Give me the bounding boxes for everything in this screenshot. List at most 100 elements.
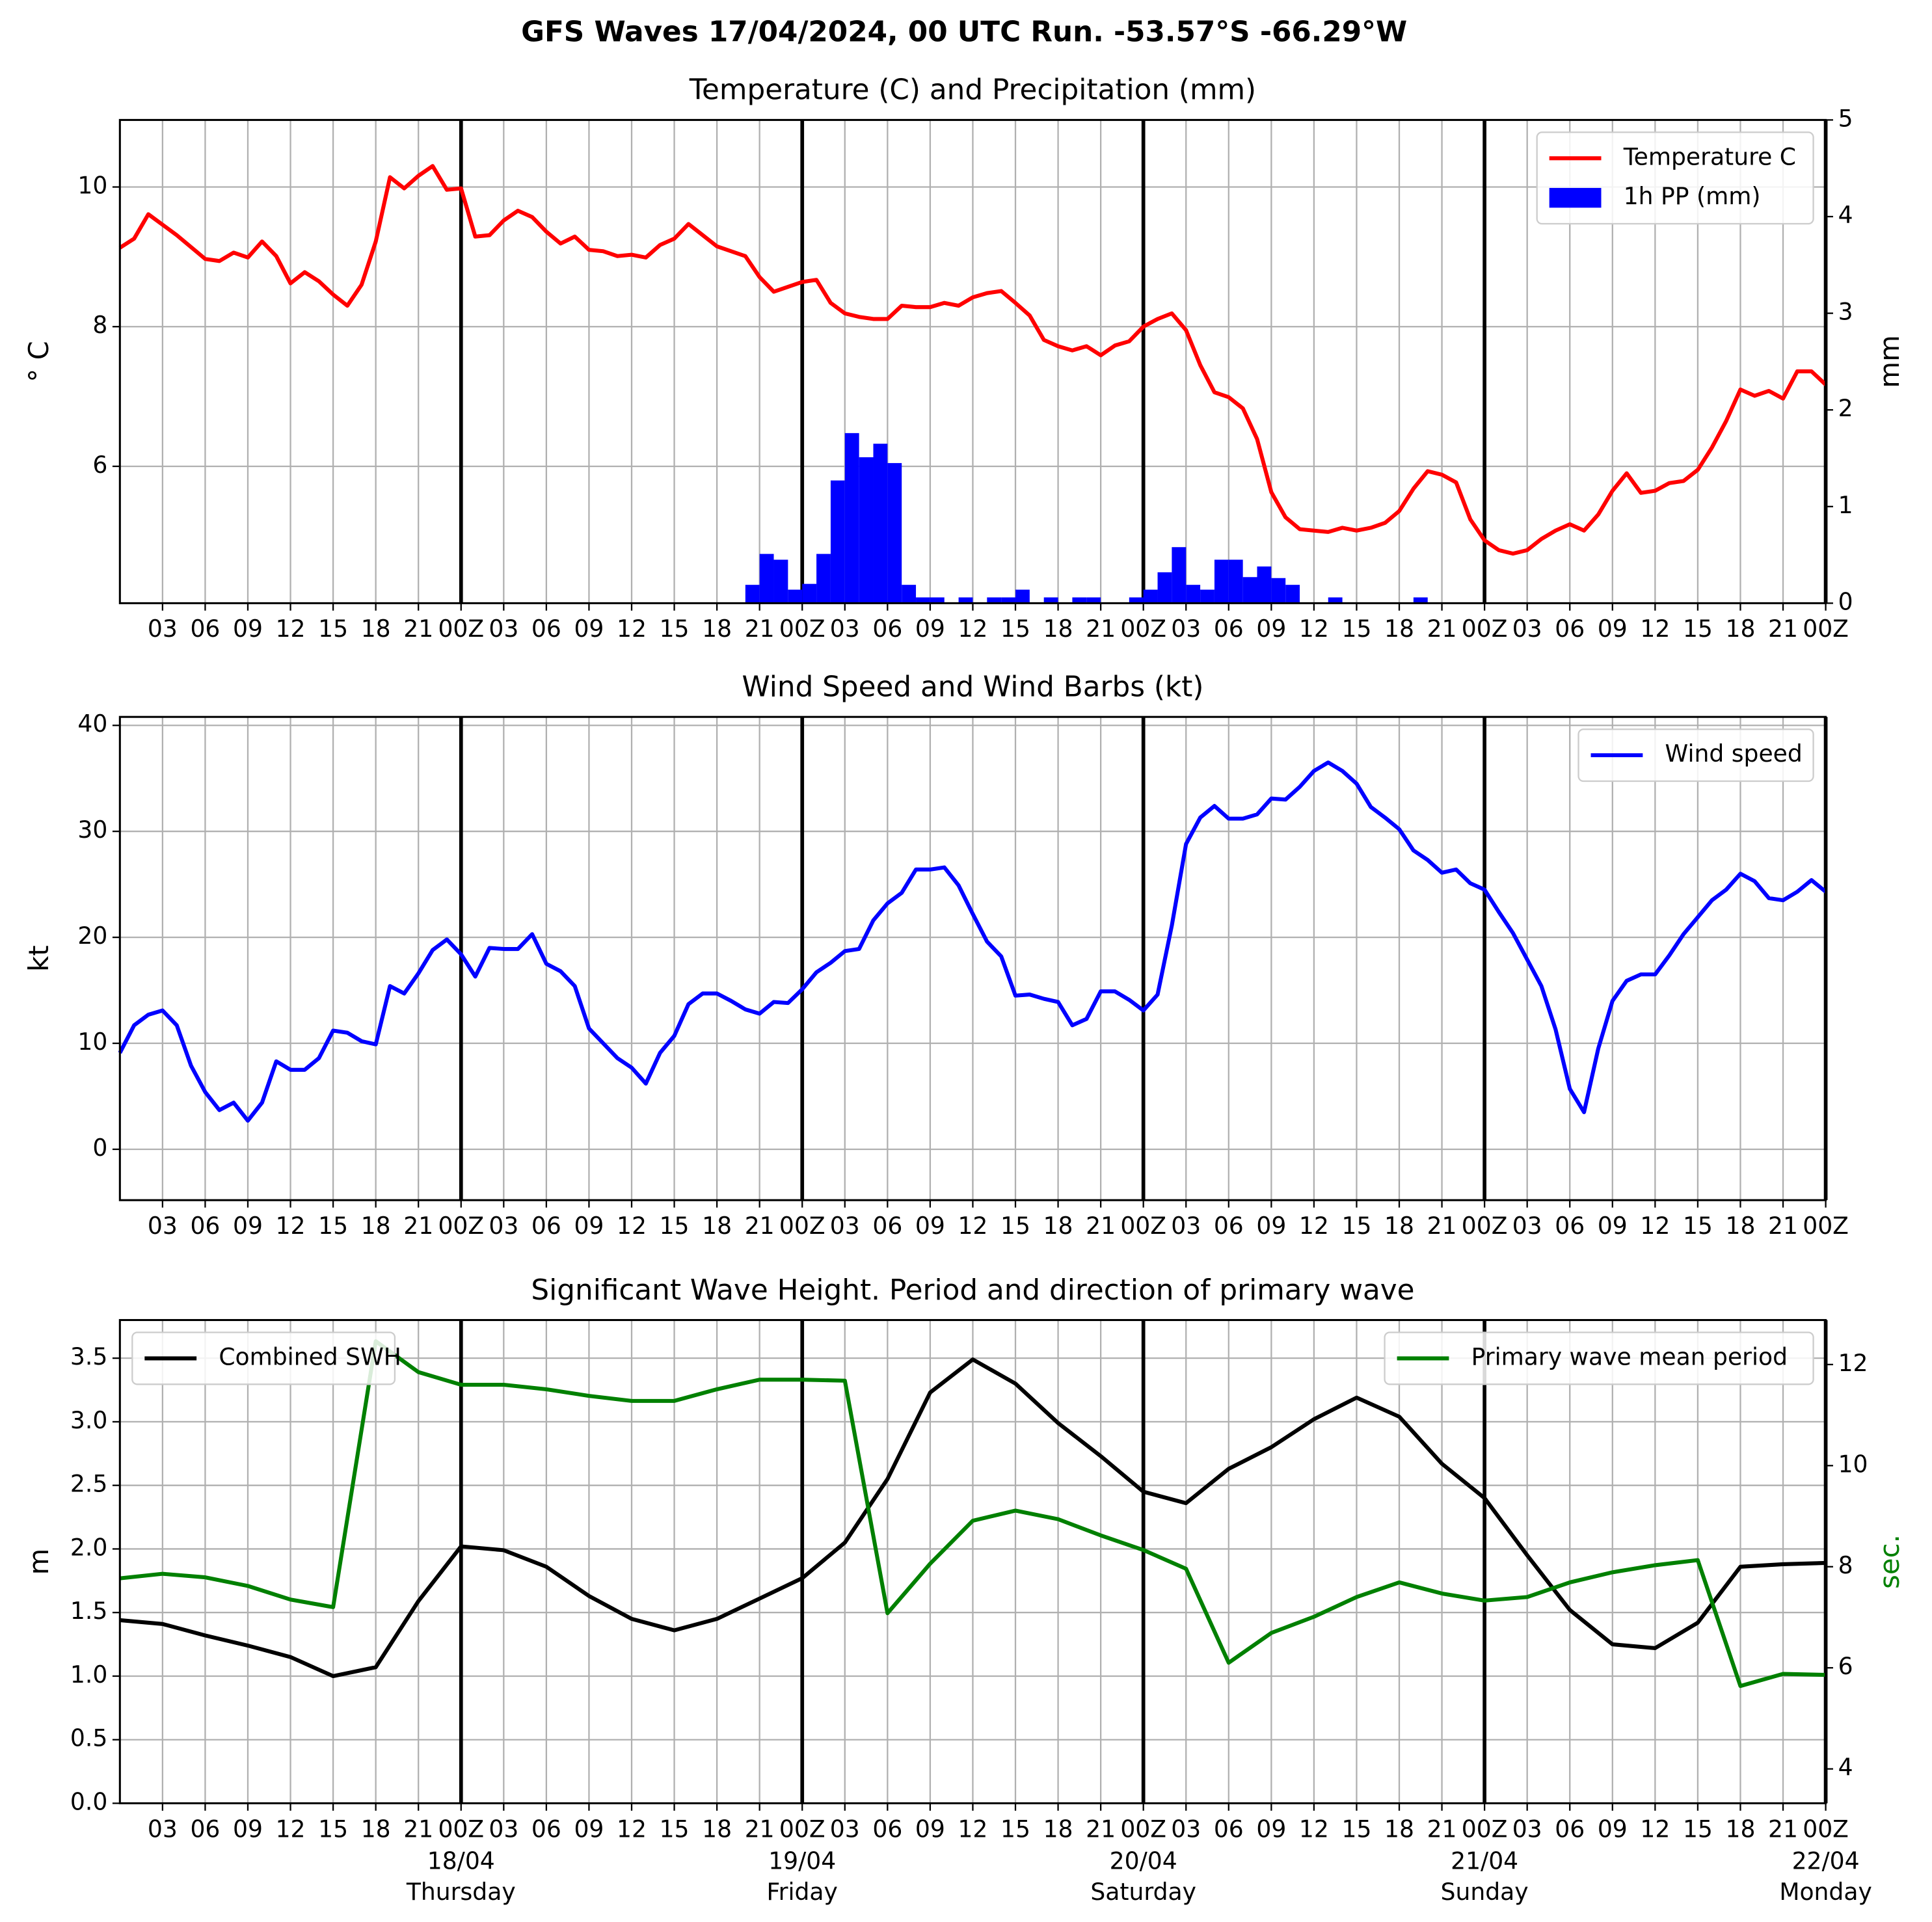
x-tick-label: 15 <box>1000 1815 1030 1843</box>
bar <box>816 554 831 604</box>
y-tick-label: 1.5 <box>70 1597 107 1625</box>
y2-tick-label: 0 <box>1838 587 1853 615</box>
y-tick-label: 6 <box>92 451 107 479</box>
x-tick-label: 15 <box>1341 615 1371 643</box>
bar <box>1228 559 1243 604</box>
x-tick-label: 03 <box>489 1815 518 1843</box>
y2-axis-label: sec. <box>1873 1534 1905 1589</box>
x-tick-label: 18 <box>1043 1815 1073 1843</box>
x-tick-label: 18 <box>1384 1212 1414 1240</box>
x-tick-label: 21 <box>1768 1212 1798 1240</box>
y-tick-label: 40 <box>77 710 107 738</box>
bar <box>930 597 945 604</box>
y2-tick-label: 1 <box>1838 491 1853 519</box>
x-tick-label: 00Z <box>438 615 484 643</box>
legend-label: Temperature C <box>1623 142 1796 170</box>
x-tick-label: 21 <box>1768 615 1798 643</box>
bar <box>958 597 973 604</box>
x-tick-label: 12 <box>958 1815 987 1843</box>
x-tick-label: 18 <box>1384 615 1414 643</box>
x-tick-label: 06 <box>1555 615 1585 643</box>
x-tick-label: 09 <box>915 1815 945 1843</box>
x-tick-label: 09 <box>1598 1815 1628 1843</box>
x-tick-label: 21 <box>1086 1815 1116 1843</box>
x-tick-label: 21 <box>1427 1815 1457 1843</box>
bar <box>1086 597 1101 604</box>
bar <box>844 433 859 604</box>
x-tick-label: 03 <box>1512 615 1542 643</box>
x-tick-label: 03 <box>489 615 518 643</box>
y2-tick-label: 3 <box>1838 298 1853 326</box>
y2-tick-label: 8 <box>1838 1551 1853 1579</box>
x-tick-label: 12 <box>276 1815 306 1843</box>
x-tick-label: 12 <box>1299 615 1329 643</box>
bar <box>745 585 760 604</box>
bar <box>1214 559 1229 604</box>
legend-label: Combined SWH <box>219 1342 401 1370</box>
x-tick-label: 09 <box>915 615 945 643</box>
y-tick-label: 20 <box>77 922 107 950</box>
bar <box>788 589 803 604</box>
panel-title: Wind Speed and Wind Barbs (kt) <box>742 671 1204 704</box>
bar <box>887 462 902 604</box>
x-tick-label: 00Z <box>438 1212 484 1240</box>
y2-tick-label: 5 <box>1838 104 1853 132</box>
bar <box>1001 597 1016 604</box>
y-tick-label: 2.0 <box>70 1533 107 1561</box>
x-tick-label: 03 <box>148 615 178 643</box>
plot-frame <box>118 715 1827 1201</box>
x-tick-label: 00Z <box>1462 615 1508 643</box>
x-tick-label: 03 <box>489 1212 518 1240</box>
x-tick-label: 09 <box>233 1212 263 1240</box>
x-tick-label: 21 <box>1768 1815 1798 1843</box>
x-tick-label: 15 <box>1000 615 1030 643</box>
x-tick-label: 21 <box>745 1815 775 1843</box>
x-tick-label: 12 <box>276 615 306 643</box>
bar <box>1186 585 1201 604</box>
x-tick-label: 06 <box>190 1815 220 1843</box>
x-tick-label: 21 <box>1086 1212 1116 1240</box>
y-tick-label: 10 <box>77 1028 107 1056</box>
bar <box>1242 577 1257 604</box>
x-tick-label: 15 <box>1683 615 1713 643</box>
x-tick-label: 03 <box>830 615 860 643</box>
y-tick-label: 2.5 <box>70 1470 107 1498</box>
date-label: 20/04 <box>1110 1847 1177 1875</box>
bar <box>802 583 817 604</box>
x-tick-label: 03 <box>148 1212 178 1240</box>
x-tick-label: 12 <box>958 1212 987 1240</box>
y-tick-label: 0.5 <box>70 1724 107 1752</box>
x-tick-label: 15 <box>1341 1815 1371 1843</box>
x-tick-label: 00Z <box>1462 1212 1508 1240</box>
x-tick-label: 15 <box>1000 1212 1030 1240</box>
legend-label: Wind speed <box>1665 740 1803 767</box>
legend-box <box>1384 1331 1814 1385</box>
plot-frame <box>118 1318 1827 1805</box>
date-label: 19/04 <box>768 1847 836 1875</box>
x-tick-label: 00Z <box>1462 1815 1508 1843</box>
x-tick-label: 15 <box>318 1212 348 1240</box>
x-tick-label: 18 <box>1726 1815 1756 1843</box>
x-tick-label: 06 <box>1214 615 1244 643</box>
bar <box>1129 597 1144 604</box>
x-tick-label: 00Z <box>1120 615 1166 643</box>
x-tick-label: 06 <box>531 1815 561 1843</box>
legend-label: Primary wave mean period <box>1471 1342 1788 1370</box>
x-tick-label: 00Z <box>1120 1815 1166 1843</box>
day-label: Saturday <box>1090 1878 1196 1906</box>
x-tick-label: 21 <box>745 615 775 643</box>
x-tick-label: 09 <box>1598 1212 1628 1240</box>
bar <box>1072 597 1087 604</box>
x-tick-label: 06 <box>531 615 561 643</box>
x-tick-label: 18 <box>1043 1212 1073 1240</box>
x-tick-label: 06 <box>872 1815 902 1843</box>
bar <box>1200 589 1214 604</box>
x-tick-label: 03 <box>1512 1212 1542 1240</box>
legend-label: 1h PP (mm) <box>1624 182 1761 210</box>
bar <box>916 597 930 604</box>
x-tick-label: 06 <box>1555 1212 1585 1240</box>
x-tick-label: 18 <box>361 1212 391 1240</box>
plot-frame <box>118 118 1827 604</box>
y2-tick-label: 4 <box>1838 1754 1853 1782</box>
bar <box>873 444 888 604</box>
